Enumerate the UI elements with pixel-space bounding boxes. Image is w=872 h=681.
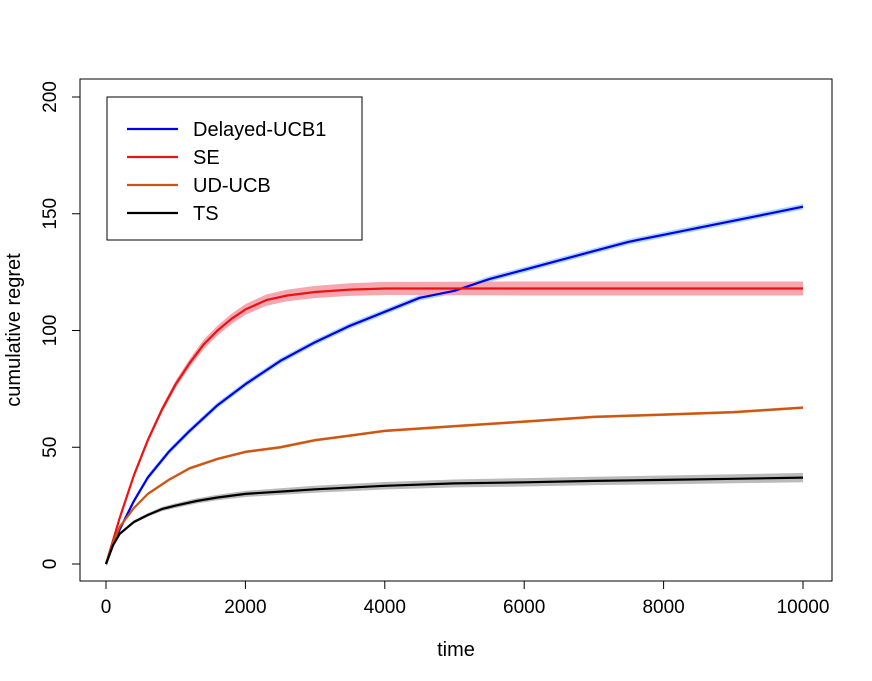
x-tick-label: 6000 bbox=[503, 597, 545, 618]
y-tick-label: 0 bbox=[40, 559, 61, 570]
y-tick-label: 200 bbox=[40, 81, 61, 113]
legend-label: Delayed-UCB1 bbox=[193, 119, 326, 141]
legend: Delayed-UCB1 SE UD-UCB TS bbox=[106, 96, 363, 241]
y-tick-label: 100 bbox=[40, 315, 61, 347]
line-delayed-ucb1 bbox=[104, 205, 804, 565]
legend-item-ts: TS bbox=[127, 203, 219, 225]
x-tick-label: 0 bbox=[101, 597, 112, 618]
y-axis-title: cumulative regret bbox=[3, 253, 25, 407]
legend-item-ud-ucb: UD-UCB bbox=[127, 175, 271, 197]
line-ud-ucb bbox=[104, 406, 804, 565]
legend-box bbox=[106, 96, 363, 241]
legend-item-delayed-ucb1: Delayed-UCB1 bbox=[127, 119, 326, 141]
line-se bbox=[104, 287, 803, 565]
band-ts bbox=[106, 472, 803, 565]
series-lines bbox=[104, 205, 804, 565]
x-axis: 0 2000 4000 6000 8000 10000 bbox=[101, 580, 830, 618]
x-tick-label: 8000 bbox=[642, 597, 684, 618]
y-tick-label: 150 bbox=[40, 198, 61, 230]
x-tick-label: 4000 bbox=[364, 597, 406, 618]
line-ts bbox=[104, 476, 804, 565]
legend-label: UD-UCB bbox=[193, 175, 271, 197]
legend-label: TS bbox=[193, 203, 219, 225]
x-axis-title: time bbox=[437, 639, 475, 661]
legend-label: SE bbox=[193, 147, 220, 169]
y-axis: 0 50 100 150 200 bbox=[40, 81, 81, 570]
band-ud-ucb bbox=[106, 406, 803, 566]
x-tick-label: 2000 bbox=[224, 597, 266, 618]
y-tick-label: 50 bbox=[40, 437, 61, 458]
legend-item-se: SE bbox=[127, 147, 220, 169]
x-tick-label: 10000 bbox=[777, 597, 830, 618]
